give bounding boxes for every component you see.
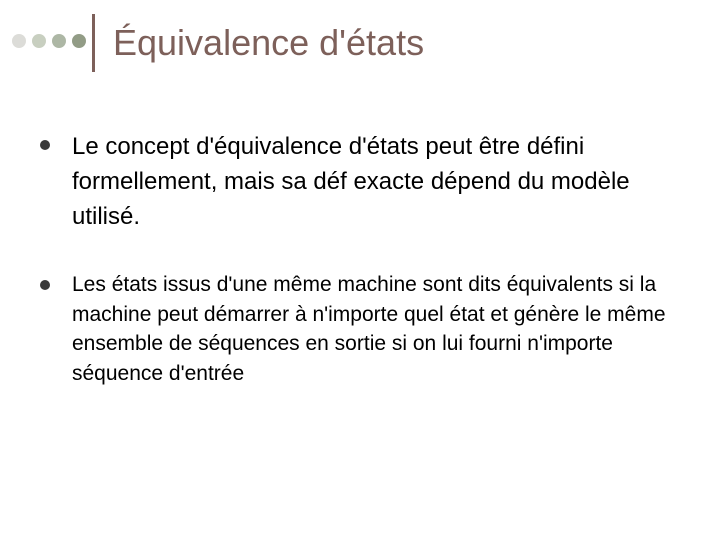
bullet-item: Le concept d'équivalence d'états peut êt… (40, 130, 690, 234)
bullet-icon (40, 140, 50, 150)
title-bar: Équivalence d'états (92, 14, 424, 72)
slide-content: Le concept d'équivalence d'états peut êt… (40, 130, 690, 424)
bullet-item: Les états issus d'une même machine sont … (40, 270, 690, 388)
bullet-text: Les états issus d'une même machine sont … (72, 270, 690, 388)
bullet-icon (40, 280, 50, 290)
bullet-text: Le concept d'équivalence d'états peut êt… (72, 130, 690, 234)
deco-bullet-2 (32, 34, 46, 48)
slide-title: Équivalence d'états (113, 22, 424, 64)
deco-bullet-4 (72, 34, 86, 48)
decorative-bullets-strip (12, 34, 86, 48)
deco-bullet-1 (12, 34, 26, 48)
deco-bullet-3 (52, 34, 66, 48)
